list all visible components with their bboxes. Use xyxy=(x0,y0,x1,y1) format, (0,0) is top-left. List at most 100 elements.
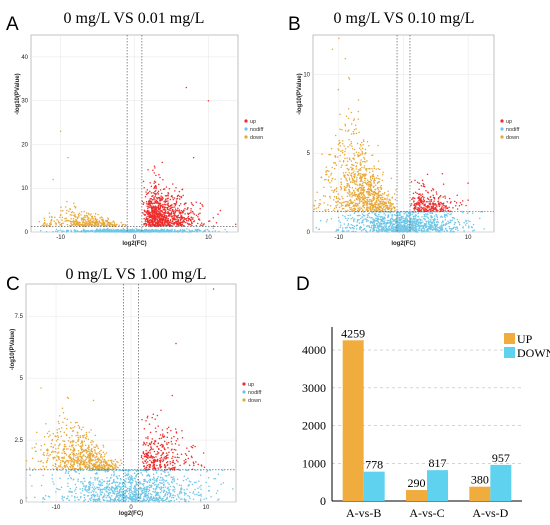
legend-label-down: down xyxy=(506,135,519,141)
nodiff-point xyxy=(422,224,424,227)
nodiff-point xyxy=(105,496,107,499)
nodiff-point xyxy=(356,214,359,217)
down-point xyxy=(356,184,359,186)
up-point xyxy=(166,208,169,211)
down-point xyxy=(346,167,349,170)
down-point xyxy=(91,217,93,219)
nodiff-point xyxy=(364,218,367,220)
nodiff-point xyxy=(157,230,159,233)
up-point xyxy=(153,187,155,190)
up-point xyxy=(149,212,151,214)
up-point xyxy=(426,204,429,207)
nodiff-point xyxy=(167,471,169,473)
down-point xyxy=(363,199,366,202)
nodiff-point xyxy=(145,471,148,473)
legend-marker-down xyxy=(500,135,504,139)
up-point xyxy=(186,222,189,224)
down-point xyxy=(372,199,375,201)
nodiff-point xyxy=(325,221,328,223)
down-point xyxy=(85,212,88,214)
legend-marker-down xyxy=(244,135,248,139)
nodiff-point xyxy=(93,486,96,488)
nodiff-point xyxy=(70,477,72,479)
down-point xyxy=(381,193,384,195)
up-point xyxy=(183,203,186,206)
nodiff-point xyxy=(129,486,131,488)
down-point xyxy=(89,221,91,223)
nodiff-point xyxy=(347,217,350,220)
nodiff-point xyxy=(380,218,383,221)
down-point xyxy=(325,170,328,172)
up-point xyxy=(161,210,163,213)
nodiff-point xyxy=(153,491,156,493)
up-point xyxy=(152,209,154,212)
nodiff-point xyxy=(128,492,130,495)
down-point xyxy=(71,214,73,216)
up-point xyxy=(178,204,181,207)
down-point xyxy=(374,201,377,204)
up-point xyxy=(180,214,183,217)
up-point xyxy=(435,204,438,206)
nodiff-point xyxy=(63,230,65,232)
down-point xyxy=(336,197,338,200)
up-point xyxy=(178,221,180,224)
down-point xyxy=(315,207,317,210)
up-point xyxy=(175,201,178,204)
down-point xyxy=(355,151,358,154)
down-point xyxy=(343,153,346,156)
up-point xyxy=(155,187,157,189)
down-point xyxy=(350,202,352,204)
down-point xyxy=(347,146,349,148)
nodiff-point xyxy=(155,480,157,482)
down-point xyxy=(375,177,378,179)
up-point xyxy=(461,200,464,202)
down-point xyxy=(96,220,98,222)
nodiff-point xyxy=(101,484,104,486)
chart-title: 0 mg/L VS 0.01 mg/L xyxy=(64,10,205,27)
up-point xyxy=(160,192,163,195)
down-point xyxy=(358,169,361,171)
nodiff-point xyxy=(168,474,170,476)
nodiff-point xyxy=(105,228,107,231)
nodiff-point xyxy=(418,225,421,227)
down-point xyxy=(341,207,344,210)
nodiff-point xyxy=(121,230,124,232)
down-point xyxy=(360,163,362,165)
nodiff-point xyxy=(387,215,389,217)
nodiff-point xyxy=(115,493,118,495)
down-point xyxy=(362,160,364,163)
down-point xyxy=(364,151,367,154)
down-point xyxy=(362,139,365,141)
nodiff-point xyxy=(67,229,70,232)
up-point xyxy=(441,202,443,205)
down-point xyxy=(362,205,364,208)
up-point xyxy=(144,214,147,216)
up-point xyxy=(151,202,153,205)
down-point xyxy=(354,172,356,175)
nodiff-point xyxy=(444,227,447,229)
nodiff-point xyxy=(197,494,200,497)
down-point xyxy=(364,148,367,151)
down-point xyxy=(359,180,361,183)
up-point xyxy=(157,214,159,217)
nodiff-point xyxy=(119,482,121,484)
up-point xyxy=(158,202,161,204)
legend-marker-up xyxy=(244,119,248,123)
nodiff-point xyxy=(168,500,170,503)
nodiff-point xyxy=(183,500,186,502)
nodiff-point xyxy=(406,227,409,230)
nodiff-point xyxy=(90,494,93,497)
nodiff-point xyxy=(42,501,44,503)
up-point xyxy=(158,217,160,220)
down-point xyxy=(389,204,391,206)
up-point xyxy=(157,201,159,204)
up-point xyxy=(172,198,175,201)
down-point xyxy=(364,179,366,182)
down-point xyxy=(88,218,90,220)
nodiff-point xyxy=(399,220,401,222)
nodiff-point xyxy=(444,218,447,221)
nodiff-point xyxy=(162,470,164,472)
down-point xyxy=(357,110,360,113)
up-point xyxy=(445,205,447,208)
up-point xyxy=(160,195,162,197)
